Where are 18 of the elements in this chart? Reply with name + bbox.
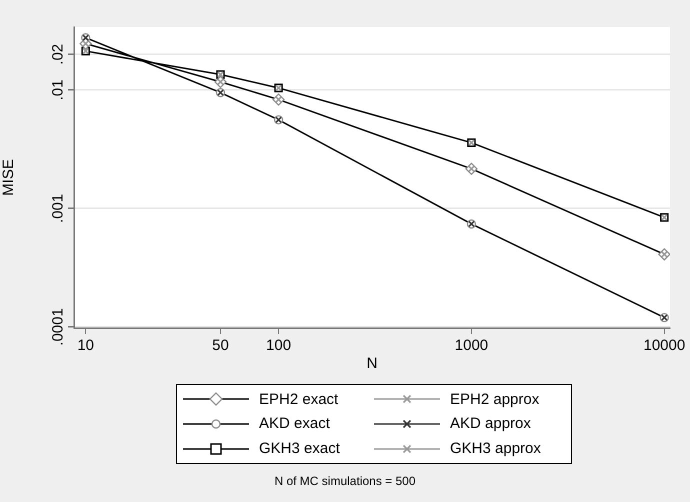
x-tick-label: 1000	[454, 337, 488, 354]
y-tick-label: .001	[50, 194, 67, 224]
y-tick-label: .01	[50, 80, 67, 100]
x-tick-label: 10	[77, 337, 94, 354]
y-tick-label: .0001	[50, 308, 67, 346]
text: N of MC simulations = 500	[273, 474, 417, 488]
x-axis-title: N	[366, 355, 378, 372]
y-axis-title: MISE	[0, 159, 18, 196]
legend-label: EPH2 approx	[450, 390, 540, 408]
y-tick-label: .02	[50, 44, 67, 65]
x-tick-label: 50	[212, 337, 229, 354]
legend-label: EPH2 exact	[259, 390, 338, 408]
legend-label: GKH3 exact	[259, 440, 340, 458]
x-tick-label: 10000	[643, 337, 686, 354]
legend-label: GKH3 approx	[450, 440, 541, 458]
legend-label: AKD exact	[259, 415, 330, 432]
x-tick-label: 100	[266, 337, 292, 354]
legend-label: AKD approx	[450, 415, 531, 432]
